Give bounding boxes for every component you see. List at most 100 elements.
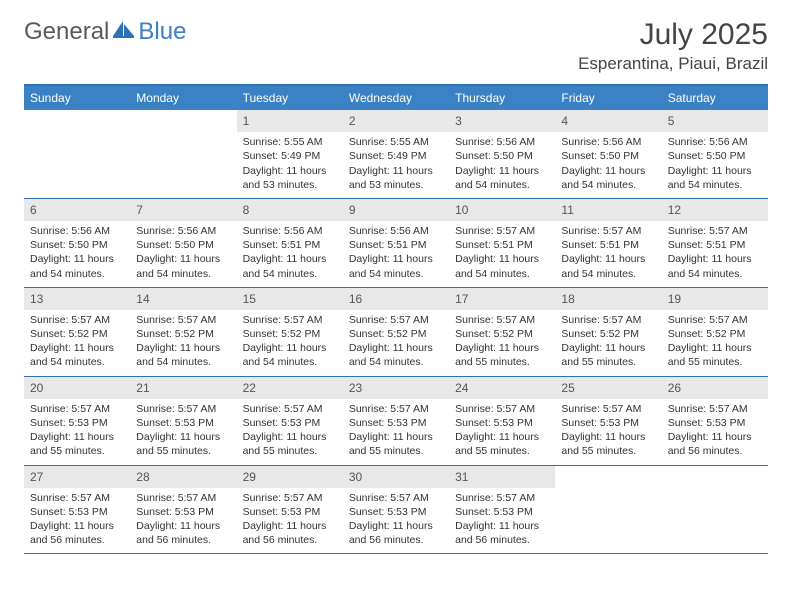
calendar-day: 12Sunrise: 5:57 AMSunset: 5:51 PMDayligh… — [662, 199, 768, 287]
day-number: 5 — [662, 110, 768, 132]
calendar-day: 5Sunrise: 5:56 AMSunset: 5:50 PMDaylight… — [662, 110, 768, 198]
calendar-day: 23Sunrise: 5:57 AMSunset: 5:53 PMDayligh… — [343, 377, 449, 465]
sunrise-text: Sunrise: 5:57 AM — [455, 224, 549, 238]
sunrise-text: Sunrise: 5:57 AM — [136, 313, 230, 327]
sunset-text: Sunset: 5:53 PM — [455, 416, 549, 430]
calendar-day: 2Sunrise: 5:55 AMSunset: 5:49 PMDaylight… — [343, 110, 449, 198]
day-number: 1 — [237, 110, 343, 132]
day-number: 9 — [343, 199, 449, 221]
day-number: 24 — [449, 377, 555, 399]
sunrise-text: Sunrise: 5:57 AM — [136, 402, 230, 416]
sunrise-text: Sunrise: 5:56 AM — [668, 135, 762, 149]
day-body: Sunrise: 5:55 AMSunset: 5:49 PMDaylight:… — [343, 132, 449, 198]
calendar-day: 13Sunrise: 5:57 AMSunset: 5:52 PMDayligh… — [24, 288, 130, 376]
daylight-text: Daylight: 11 hours and 54 minutes. — [455, 164, 549, 192]
sunset-text: Sunset: 5:50 PM — [136, 238, 230, 252]
sunset-text: Sunset: 5:53 PM — [455, 505, 549, 519]
daylight-text: Daylight: 11 hours and 56 minutes. — [455, 519, 549, 547]
day-body: Sunrise: 5:57 AMSunset: 5:51 PMDaylight:… — [662, 221, 768, 287]
daylight-text: Daylight: 11 hours and 54 minutes. — [243, 341, 337, 369]
day-body: Sunrise: 5:57 AMSunset: 5:52 PMDaylight:… — [449, 310, 555, 376]
calendar-day-empty — [24, 110, 130, 198]
daylight-text: Daylight: 11 hours and 55 minutes. — [668, 341, 762, 369]
daylight-text: Daylight: 11 hours and 55 minutes. — [561, 430, 655, 458]
day-number: 30 — [343, 466, 449, 488]
sunset-text: Sunset: 5:50 PM — [30, 238, 124, 252]
sunset-text: Sunset: 5:53 PM — [349, 416, 443, 430]
sunrise-text: Sunrise: 5:57 AM — [349, 491, 443, 505]
calendar-day-empty — [130, 110, 236, 198]
calendar-day: 30Sunrise: 5:57 AMSunset: 5:53 PMDayligh… — [343, 466, 449, 554]
day-body: Sunrise: 5:56 AMSunset: 5:50 PMDaylight:… — [662, 132, 768, 198]
daylight-text: Daylight: 11 hours and 55 minutes. — [455, 341, 549, 369]
sunset-text: Sunset: 5:52 PM — [455, 327, 549, 341]
dow-wednesday: Wednesday — [343, 86, 449, 110]
sunset-text: Sunset: 5:53 PM — [136, 416, 230, 430]
sunset-text: Sunset: 5:53 PM — [30, 416, 124, 430]
day-body: Sunrise: 5:57 AMSunset: 5:53 PMDaylight:… — [662, 399, 768, 465]
day-number: 6 — [24, 199, 130, 221]
calendar-day: 15Sunrise: 5:57 AMSunset: 5:52 PMDayligh… — [237, 288, 343, 376]
weeks-container: 1Sunrise: 5:55 AMSunset: 5:49 PMDaylight… — [24, 110, 768, 554]
sunset-text: Sunset: 5:50 PM — [561, 149, 655, 163]
sunrise-text: Sunrise: 5:57 AM — [455, 491, 549, 505]
daylight-text: Daylight: 11 hours and 54 minutes. — [136, 341, 230, 369]
calendar-day-empty — [662, 466, 768, 554]
calendar-day: 24Sunrise: 5:57 AMSunset: 5:53 PMDayligh… — [449, 377, 555, 465]
daylight-text: Daylight: 11 hours and 55 minutes. — [243, 430, 337, 458]
daylight-text: Daylight: 11 hours and 56 minutes. — [30, 519, 124, 547]
sunrise-text: Sunrise: 5:57 AM — [243, 402, 337, 416]
day-body: Sunrise: 5:56 AMSunset: 5:50 PMDaylight:… — [24, 221, 130, 287]
day-number: 28 — [130, 466, 236, 488]
daylight-text: Daylight: 11 hours and 54 minutes. — [136, 252, 230, 280]
sunset-text: Sunset: 5:53 PM — [136, 505, 230, 519]
day-body: Sunrise: 5:57 AMSunset: 5:53 PMDaylight:… — [343, 399, 449, 465]
calendar-day: 8Sunrise: 5:56 AMSunset: 5:51 PMDaylight… — [237, 199, 343, 287]
day-number: 17 — [449, 288, 555, 310]
day-body: Sunrise: 5:57 AMSunset: 5:52 PMDaylight:… — [237, 310, 343, 376]
daylight-text: Daylight: 11 hours and 54 minutes. — [30, 341, 124, 369]
daylight-text: Daylight: 11 hours and 54 minutes. — [243, 252, 337, 280]
sunrise-text: Sunrise: 5:57 AM — [668, 224, 762, 238]
day-body: Sunrise: 5:57 AMSunset: 5:51 PMDaylight:… — [449, 221, 555, 287]
day-body: Sunrise: 5:57 AMSunset: 5:53 PMDaylight:… — [449, 399, 555, 465]
daylight-text: Daylight: 11 hours and 54 minutes. — [349, 341, 443, 369]
calendar-day: 19Sunrise: 5:57 AMSunset: 5:52 PMDayligh… — [662, 288, 768, 376]
sunrise-text: Sunrise: 5:57 AM — [455, 313, 549, 327]
daylight-text: Daylight: 11 hours and 54 minutes. — [455, 252, 549, 280]
sunrise-text: Sunrise: 5:57 AM — [243, 491, 337, 505]
day-body: Sunrise: 5:57 AMSunset: 5:52 PMDaylight:… — [24, 310, 130, 376]
day-body: Sunrise: 5:57 AMSunset: 5:51 PMDaylight:… — [555, 221, 661, 287]
logo-text-general: General — [24, 18, 109, 46]
calendar-week: 20Sunrise: 5:57 AMSunset: 5:53 PMDayligh… — [24, 377, 768, 466]
month-title: July 2025 — [578, 18, 768, 52]
day-body: Sunrise: 5:57 AMSunset: 5:53 PMDaylight:… — [449, 488, 555, 554]
day-body: Sunrise: 5:57 AMSunset: 5:53 PMDaylight:… — [24, 488, 130, 554]
dow-friday: Friday — [555, 86, 661, 110]
day-body: Sunrise: 5:57 AMSunset: 5:53 PMDaylight:… — [555, 399, 661, 465]
day-body: Sunrise: 5:56 AMSunset: 5:50 PMDaylight:… — [130, 221, 236, 287]
location-text: Esperantina, Piaui, Brazil — [578, 54, 768, 74]
calendar-day: 28Sunrise: 5:57 AMSunset: 5:53 PMDayligh… — [130, 466, 236, 554]
sunset-text: Sunset: 5:49 PM — [349, 149, 443, 163]
calendar-day: 25Sunrise: 5:57 AMSunset: 5:53 PMDayligh… — [555, 377, 661, 465]
day-body: Sunrise: 5:57 AMSunset: 5:52 PMDaylight:… — [555, 310, 661, 376]
day-body: Sunrise: 5:57 AMSunset: 5:53 PMDaylight:… — [24, 399, 130, 465]
day-body: Sunrise: 5:57 AMSunset: 5:52 PMDaylight:… — [343, 310, 449, 376]
day-number: 14 — [130, 288, 236, 310]
sunset-text: Sunset: 5:53 PM — [243, 505, 337, 519]
day-body: Sunrise: 5:55 AMSunset: 5:49 PMDaylight:… — [237, 132, 343, 198]
day-number: 10 — [449, 199, 555, 221]
sunset-text: Sunset: 5:53 PM — [30, 505, 124, 519]
day-body: Sunrise: 5:56 AMSunset: 5:51 PMDaylight:… — [237, 221, 343, 287]
sunset-text: Sunset: 5:53 PM — [349, 505, 443, 519]
sunrise-text: Sunrise: 5:56 AM — [243, 224, 337, 238]
day-body: Sunrise: 5:57 AMSunset: 5:53 PMDaylight:… — [237, 399, 343, 465]
day-number: 21 — [130, 377, 236, 399]
day-body: Sunrise: 5:57 AMSunset: 5:52 PMDaylight:… — [662, 310, 768, 376]
day-body: Sunrise: 5:56 AMSunset: 5:50 PMDaylight:… — [555, 132, 661, 198]
daylight-text: Daylight: 11 hours and 55 minutes. — [561, 341, 655, 369]
title-block: July 2025 Esperantina, Piaui, Brazil — [578, 18, 768, 74]
sunrise-text: Sunrise: 5:57 AM — [561, 402, 655, 416]
daylight-text: Daylight: 11 hours and 54 minutes. — [30, 252, 124, 280]
